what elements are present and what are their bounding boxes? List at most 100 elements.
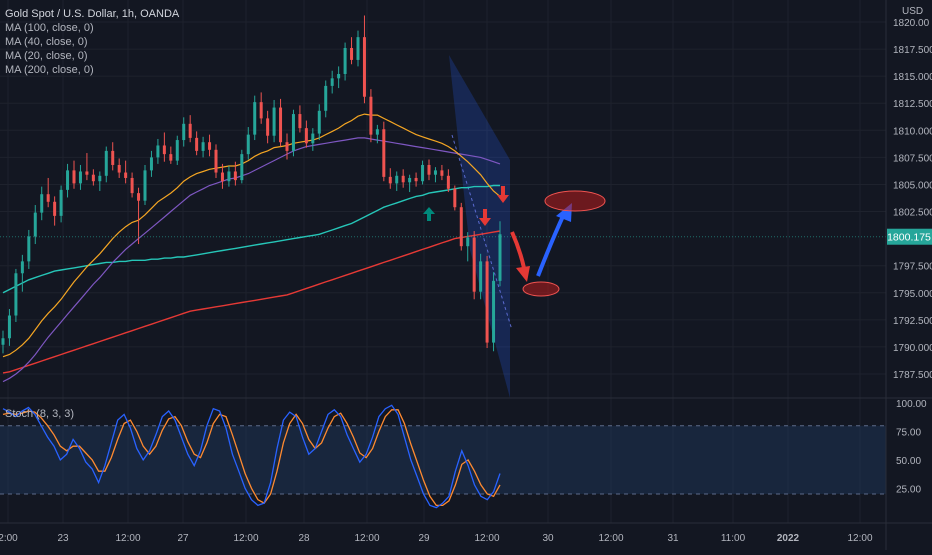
candle[interactable] [356,30,360,67]
candle[interactable] [492,272,496,352]
annotation-target-ellipse-low[interactable] [522,281,560,297]
candle[interactable] [149,150,153,177]
candle[interactable] [421,160,425,185]
candle[interactable] [66,163,70,198]
candle[interactable] [59,185,63,223]
candle-body [498,234,502,281]
price-tick-label: 1812.500 [893,99,932,110]
legend-study-ma200[interactable]: MA (200, close, 0) [5,64,94,76]
candle[interactable] [472,231,476,300]
candle[interactable] [240,149,244,184]
candle[interactable] [111,142,115,171]
stoch-d-line [2,409,501,507]
legend-study-ma40[interactable]: MA (40, close, 0) [5,36,88,48]
candle[interactable] [46,177,50,208]
candle[interactable] [453,185,457,211]
candle[interactable] [162,132,166,162]
candle[interactable] [272,99,276,143]
candle[interactable] [227,166,231,187]
price-axis-ticks[interactable]: 1820.00 1817.500 1815.000 1812.500 1810.000 1… [893,18,932,381]
legend-study-ma20[interactable]: MA (20, close, 0) [5,50,88,62]
candle[interactable] [330,70,334,94]
candle[interactable] [33,205,37,245]
candle[interactable] [188,115,192,143]
candle[interactable] [401,169,405,188]
candle[interactable] [498,221,502,287]
candle[interactable] [175,135,179,165]
candle[interactable] [1,330,5,354]
candle[interactable] [20,254,24,292]
candle[interactable] [137,187,141,245]
candle[interactable] [253,95,257,141]
annotation-down-arrow-1[interactable] [497,186,509,203]
candle[interactable] [291,109,295,157]
candle[interactable] [433,167,437,183]
candle[interactable] [343,42,347,81]
candle[interactable] [337,66,341,89]
candle[interactable] [324,80,328,118]
candle[interactable] [285,133,289,160]
candle[interactable] [259,92,263,124]
time-axis-ticks[interactable]: 2:00 23 12:00 27 12:00 28 12:00 29 12:00 30 12:00 3… [0,533,873,544]
candle[interactable] [317,104,321,141]
candle[interactable] [214,144,218,178]
candle[interactable] [117,158,121,178]
candle[interactable] [246,127,250,160]
candle[interactable] [78,164,82,190]
candle[interactable] [53,196,57,226]
candle[interactable] [279,98,283,147]
candle[interactable] [466,232,470,262]
annotation-target-ellipse-high[interactable] [544,190,606,212]
candle-body [304,128,308,144]
candle[interactable] [182,117,186,147]
candle[interactable] [220,163,224,189]
candle[interactable] [233,161,237,186]
candle[interactable] [440,164,444,181]
candle[interactable] [169,146,173,164]
candle[interactable] [459,202,463,251]
candle[interactable] [362,15,366,104]
annotation-up-arrow[interactable] [423,207,435,221]
candle[interactable] [388,168,392,189]
candle[interactable] [408,174,412,193]
candle[interactable] [98,171,102,191]
legend-study-ma100[interactable]: MA (100, close, 0) [5,22,94,34]
candle[interactable] [201,136,205,158]
candle[interactable] [485,255,489,349]
candle[interactable] [72,160,76,189]
stoch-legend[interactable]: Stoch (8, 3, 3) [5,408,75,420]
candle[interactable] [298,105,302,133]
candle[interactable] [446,169,450,193]
candle[interactable] [266,110,270,144]
annotation-down-arrow-2[interactable] [479,209,491,226]
candle[interactable] [130,172,134,198]
candle[interactable] [91,169,95,186]
candle[interactable] [414,172,418,187]
candle[interactable] [27,229,31,269]
candle[interactable] [14,268,18,323]
candle[interactable] [369,89,373,143]
candle[interactable] [104,146,108,183]
candle[interactable] [208,134,212,157]
candle[interactable] [304,120,308,148]
candle[interactable] [85,153,89,181]
candle[interactable] [375,124,379,144]
candle[interactable] [195,131,199,156]
stoch-axis-ticks[interactable]: 100.00 75.00 50.00 25.00 [896,399,927,495]
candle[interactable] [124,160,128,184]
candle[interactable] [479,253,483,300]
candle[interactable] [143,164,147,206]
candle[interactable] [427,159,431,181]
annotation-red-curved-arrow[interactable] [510,231,530,282]
legend-title[interactable]: Gold Spot / U.S. Dollar, 1h, OANDA [5,8,180,20]
price-tick-label: 1787.500 [893,370,932,381]
candle[interactable] [311,128,315,151]
candle[interactable] [350,37,354,65]
candle[interactable] [40,186,44,221]
candle[interactable] [156,138,160,164]
candle[interactable] [382,121,386,182]
candle[interactable] [395,171,399,191]
candle[interactable] [7,309,11,346]
